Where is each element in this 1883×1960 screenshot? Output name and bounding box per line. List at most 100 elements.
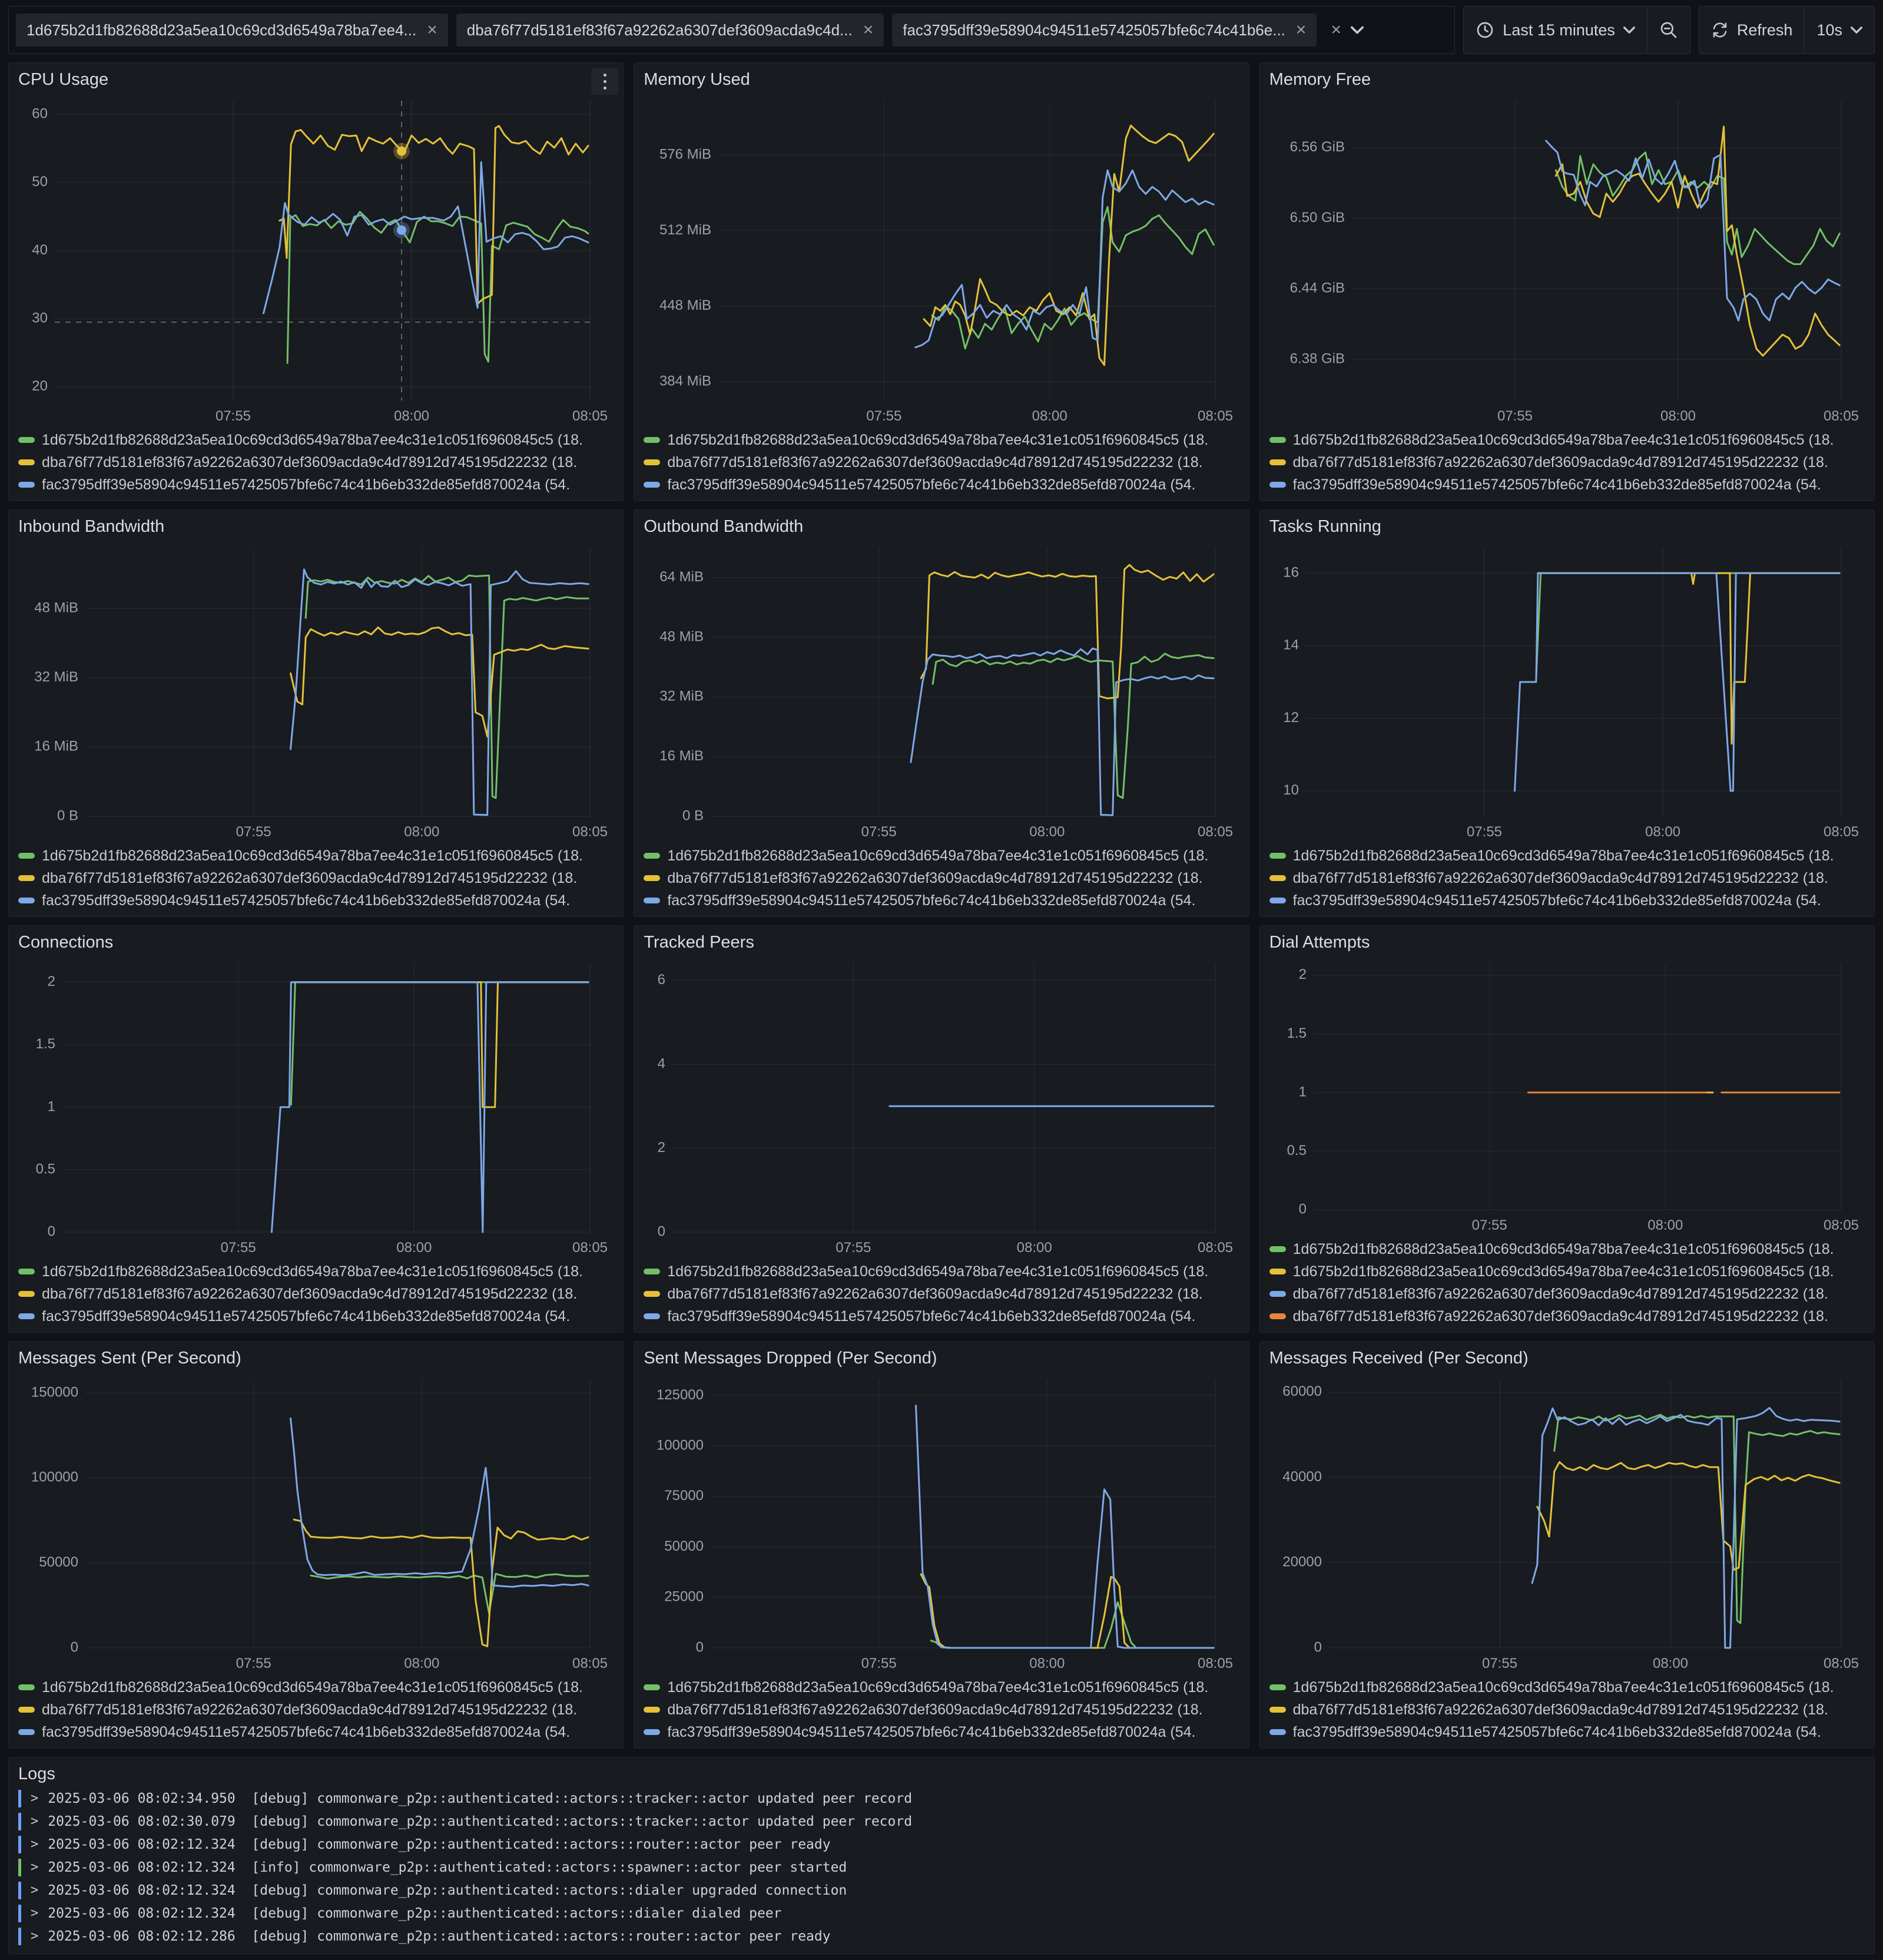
chart-canvas[interactable]: 0 25000 50000 75000 100000 125000 07:55 08:00 08… — [644, 1371, 1239, 1675]
expand-log-icon[interactable]: > — [31, 1814, 39, 1829]
chart-messages-sent-per-second[interactable]: 0 50000 100000 150000 07:55 08:00 08:05 — [18, 1371, 614, 1675]
filter-chip[interactable]: dba76f77d5181ef83f67a92262a6307def3609ac… — [456, 14, 884, 47]
log-level-bar-debug — [18, 1881, 21, 1899]
svg-text:08:05: 08:05 — [572, 1240, 608, 1256]
legend-item[interactable]: 1d675b2d1fb82688d23a5ea10c69cd3d6549a78b… — [644, 1260, 1239, 1283]
chart-tracked-peers[interactable]: 0 2 4 6 07:55 08:00 08:05 — [644, 955, 1239, 1259]
legend-item[interactable]: 1d675b2d1fb82688d23a5ea10c69cd3d6549a78b… — [644, 845, 1239, 867]
legend-item[interactable]: fac3795dff39e58904c94511e57425057bfe6c74… — [18, 1721, 614, 1743]
chart-memory-free[interactable]: 6.38 GiB 6.44 GiB 6.50 GiB 6.56 GiB 07:55 08:… — [1269, 92, 1865, 428]
chart-canvas[interactable]: 20 30 40 50 60 07:55 08:00 08:05 — [18, 92, 614, 428]
refresh-button[interactable]: Refresh — [1699, 6, 1805, 54]
legend-item[interactable]: 1d675b2d1fb82688d23a5ea10c69cd3d6549a78b… — [1269, 1676, 1865, 1699]
expand-log-icon[interactable]: > — [31, 1860, 39, 1875]
legend-item[interactable]: fac3795dff39e58904c94511e57425057bfe6c74… — [644, 889, 1239, 912]
series-blue — [290, 568, 589, 816]
svg-text:6.56 GiB: 6.56 GiB — [1289, 139, 1344, 155]
legend-item[interactable]: fac3795dff39e58904c94511e57425057bfe6c74… — [18, 1305, 614, 1327]
legend-item[interactable]: 1d675b2d1fb82688d23a5ea10c69cd3d6549a78b… — [18, 845, 614, 867]
gridlines — [718, 101, 1216, 400]
legend-swatch-green — [644, 853, 661, 859]
chart-canvas[interactable]: 0 0.5 1 1.5 2 07:55 08:00 08:05 — [18, 955, 614, 1259]
chart-canvas[interactable]: 0 0.5 1 1.5 2 07:55 08:00 08:05 — [1269, 955, 1865, 1237]
series-green — [286, 211, 589, 364]
legend-item[interactable]: fac3795dff39e58904c94511e57425057bfe6c74… — [644, 1721, 1239, 1743]
chart-connections[interactable]: 0 0.5 1 1.5 2 07:55 08:00 08:05 — [18, 955, 614, 1259]
chart-cpu-usage[interactable]: 20 30 40 50 60 07:55 08:00 08:05 — [18, 92, 614, 428]
legend-item[interactable]: dba76f77d5181ef83f67a92262a6307def3609ac… — [1269, 1699, 1865, 1721]
chart-canvas[interactable]: 0 B 16 MiB 32 MiB 48 MiB 07:55 08:00 08:05 — [18, 539, 614, 843]
filter-chip[interactable]: 1d675b2d1fb82688d23a5ea10c69cd3d6549a78b… — [16, 14, 448, 47]
legend-item[interactable]: dba76f77d5181ef83f67a92262a6307def3609ac… — [18, 1699, 614, 1721]
chart-canvas[interactable]: 384 MiB 448 MiB 512 MiB 576 MiB 07:55 08:00 08… — [644, 92, 1239, 428]
expand-log-icon[interactable]: > — [31, 1906, 39, 1921]
legend-item[interactable]: 1d675b2d1fb82688d23a5ea10c69cd3d6549a78b… — [1269, 845, 1865, 867]
legend-item[interactable]: dba76f77d5181ef83f67a92262a6307def3609ac… — [644, 1699, 1239, 1721]
legend-item[interactable]: fac3795dff39e58904c94511e57425057bfe6c74… — [1269, 889, 1865, 912]
legend-item[interactable]: dba76f77d5181ef83f67a92262a6307def3609ac… — [18, 867, 614, 889]
panel-title: Connections — [18, 932, 114, 952]
legend-item[interactable]: dba76f77d5181ef83f67a92262a6307def3609ac… — [1269, 1283, 1865, 1305]
legend-label: fac3795dff39e58904c94511e57425057bfe6c74… — [42, 1723, 571, 1740]
expand-log-icon[interactable]: > — [31, 1837, 39, 1852]
legend-item[interactable]: fac3795dff39e58904c94511e57425057bfe6c74… — [18, 889, 614, 912]
clear-filters-icon[interactable]: × — [1331, 20, 1341, 39]
chart-canvas[interactable]: 0 50000 100000 150000 07:55 08:00 08:05 — [18, 1371, 614, 1675]
chart-canvas[interactable]: 0 20000 40000 60000 07:55 08:00 08:05 — [1269, 1371, 1865, 1675]
remove-filter-icon[interactable]: × — [427, 20, 437, 39]
gridlines — [672, 964, 1216, 1233]
remove-filter-icon[interactable]: × — [1295, 20, 1307, 39]
zoom-out-button[interactable] — [1646, 6, 1690, 54]
legend-item[interactable]: 1d675b2d1fb82688d23a5ea10c69cd3d6549a78b… — [644, 429, 1239, 451]
remove-filter-icon[interactable]: × — [863, 20, 874, 39]
legend-item[interactable]: 1d675b2d1fb82688d23a5ea10c69cd3d6549a78b… — [18, 1260, 614, 1283]
log-row: >2025-03-06 08:02:12.324 [debug] commonw… — [18, 1902, 1865, 1925]
chart-tasks-running[interactable]: 10 12 14 16 07:55 08:00 08:05 — [1269, 539, 1865, 843]
chart-canvas[interactable]: 0 2 4 6 07:55 08:00 08:05 — [644, 955, 1239, 1259]
legend-item[interactable]: dba76f77d5181ef83f67a92262a6307def3609ac… — [18, 451, 614, 474]
svg-text:08:00: 08:00 — [396, 1240, 432, 1256]
chart-inbound-bandwidth[interactable]: 0 B 16 MiB 32 MiB 48 MiB 07:55 08:00 08:05 — [18, 539, 614, 843]
chart-memory-used[interactable]: 384 MiB 448 MiB 512 MiB 576 MiB 07:55 08:00 08… — [644, 92, 1239, 428]
legend-item[interactable]: 1d675b2d1fb82688d23a5ea10c69cd3d6549a78b… — [18, 429, 614, 451]
panel-title: Tasks Running — [1269, 517, 1381, 536]
legend-item[interactable]: dba76f77d5181ef83f67a92262a6307def3609ac… — [1269, 867, 1865, 889]
legend-item[interactable]: fac3795dff39e58904c94511e57425057bfe6c74… — [644, 1305, 1239, 1327]
svg-text:20000: 20000 — [1282, 1554, 1322, 1570]
legend-item[interactable]: 1d675b2d1fb82688d23a5ea10c69cd3d6549a78b… — [1269, 429, 1865, 451]
legend-item[interactable]: 1d675b2d1fb82688d23a5ea10c69cd3d6549a78b… — [644, 1676, 1239, 1699]
svg-text:0.5: 0.5 — [1287, 1143, 1306, 1158]
panel-title: Sent Messages Dropped (Per Second) — [644, 1348, 937, 1368]
expand-log-icon[interactable]: > — [31, 1791, 39, 1806]
legend-item[interactable]: 1d675b2d1fb82688d23a5ea10c69cd3d6549a78b… — [1269, 1238, 1865, 1260]
chart-canvas[interactable]: 6.38 GiB 6.44 GiB 6.50 GiB 6.56 GiB 07:55 08:… — [1269, 92, 1865, 428]
chart-messages-received-per-second[interactable]: 0 20000 40000 60000 07:55 08:00 08:05 — [1269, 1371, 1865, 1675]
expand-log-icon[interactable]: > — [31, 1883, 39, 1898]
chart-canvas[interactable]: 0 B 16 MiB 32 MiB 48 MiB 64 MiB 07:55 08:00 08:… — [644, 539, 1239, 843]
chevron-down-icon[interactable] — [1350, 25, 1364, 35]
legend-item[interactable]: fac3795dff39e58904c94511e57425057bfe6c74… — [1269, 1721, 1865, 1743]
legend-item[interactable]: fac3795dff39e58904c94511e57425057bfe6c74… — [644, 474, 1239, 496]
legend-item[interactable]: dba76f77d5181ef83f67a92262a6307def3609ac… — [1269, 1305, 1865, 1327]
panel-menu-icon[interactable] — [591, 68, 619, 95]
chart-sent-messages-dropped-per-second[interactable]: 0 25000 50000 75000 100000 125000 07:55 08:00 08… — [644, 1371, 1239, 1675]
svg-text:08:05: 08:05 — [572, 408, 608, 424]
legend-item[interactable]: fac3795dff39e58904c94511e57425057bfe6c74… — [1269, 474, 1865, 496]
refresh-interval-dropdown[interactable]: 10s — [1804, 6, 1874, 54]
filter-chip[interactable]: fac3795dff39e58904c94511e57425057bfe6c74… — [892, 14, 1317, 47]
legend-item[interactable]: fac3795dff39e58904c94511e57425057bfe6c74… — [18, 474, 614, 496]
expand-log-icon[interactable]: > — [31, 1929, 39, 1944]
legend-swatch-green — [644, 437, 661, 443]
legend-item[interactable]: dba76f77d5181ef83f67a92262a6307def3609ac… — [644, 451, 1239, 474]
chart-canvas[interactable]: 10 12 14 16 07:55 08:00 08:05 — [1269, 539, 1865, 843]
time-range-button[interactable]: Last 15 minutes — [1464, 6, 1647, 54]
legend-item[interactable]: 1d675b2d1fb82688d23a5ea10c69cd3d6549a78b… — [18, 1676, 614, 1699]
legend-item[interactable]: dba76f77d5181ef83f67a92262a6307def3609ac… — [644, 867, 1239, 889]
chart-outbound-bandwidth[interactable]: 0 B 16 MiB 32 MiB 48 MiB 64 MiB 07:55 08:00 08:… — [644, 539, 1239, 843]
legend-item[interactable]: dba76f77d5181ef83f67a92262a6307def3609ac… — [1269, 451, 1865, 474]
legend-item[interactable]: dba76f77d5181ef83f67a92262a6307def3609ac… — [18, 1283, 614, 1305]
chart-dial-attempts[interactable]: 0 0.5 1 1.5 2 07:55 08:00 08:05 — [1269, 955, 1865, 1237]
legend-label: dba76f77d5181ef83f67a92262a6307def3609ac… — [1292, 869, 1828, 886]
legend-item[interactable]: 1d675b2d1fb82688d23a5ea10c69cd3d6549a78b… — [1269, 1260, 1865, 1283]
legend-item[interactable]: dba76f77d5181ef83f67a92262a6307def3609ac… — [644, 1283, 1239, 1305]
